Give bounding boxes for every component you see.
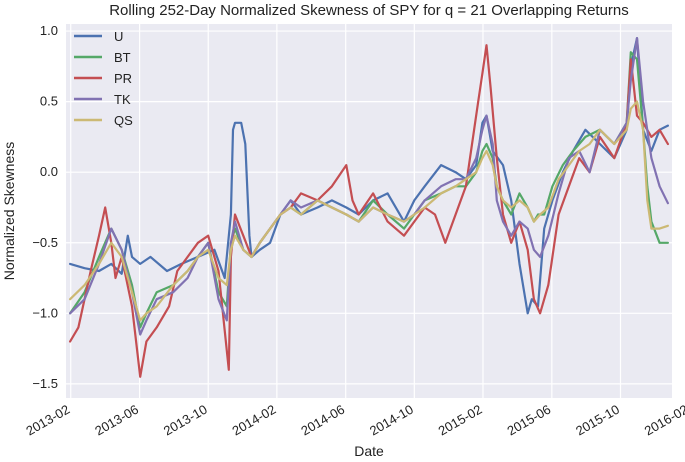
x-tick-label: 2013-06 — [92, 402, 141, 439]
y-tick-label: 0.5 — [40, 94, 58, 109]
legend-label-u: U — [114, 29, 123, 44]
y-tick-label: −1.5 — [32, 376, 58, 391]
series-line-pr — [68, 44, 670, 378]
legend-label-bt: BT — [114, 50, 131, 65]
x-tick-label: 2013-02 — [23, 402, 72, 439]
legend-label-tk: TK — [114, 92, 131, 107]
grid-lines — [66, 24, 672, 398]
x-tick-label: 2016-02 — [642, 402, 685, 439]
x-tick-label: 2014-06 — [298, 402, 347, 439]
y-axis-ticks: −1.5 −1.0 −0.5 0.0 0.5 1.0 — [32, 23, 58, 391]
x-tick-label: 2014-10 — [367, 402, 416, 439]
x-axis-label: Date — [354, 443, 384, 459]
x-axis-ticks: 2013-02 2013-06 2013-10 2014-02 2014-06 2014-… — [23, 402, 685, 439]
y-axis-label: Normalized Skewness — [1, 142, 17, 281]
legend-label-qs: QS — [114, 113, 133, 128]
x-tick-label: 2015-02 — [436, 402, 485, 439]
x-tick-label: 2015-10 — [573, 402, 622, 439]
series-lines — [68, 36, 670, 378]
chart-title: Rolling 252-Day Normalized Skewness of S… — [109, 2, 629, 19]
y-tick-label: 1.0 — [40, 23, 58, 38]
x-tick-label: 2013-10 — [161, 402, 210, 439]
y-tick-label: 0.0 — [40, 164, 58, 179]
y-tick-label: −1.0 — [32, 305, 58, 320]
y-tick-label: −0.5 — [32, 235, 58, 250]
x-tick-label: 2015-06 — [505, 402, 554, 439]
series-line-qs — [68, 100, 670, 322]
legend: U BT PR TK QS — [74, 29, 133, 128]
x-tick-label: 2014-02 — [230, 402, 279, 439]
legend-label-pr: PR — [114, 71, 132, 86]
